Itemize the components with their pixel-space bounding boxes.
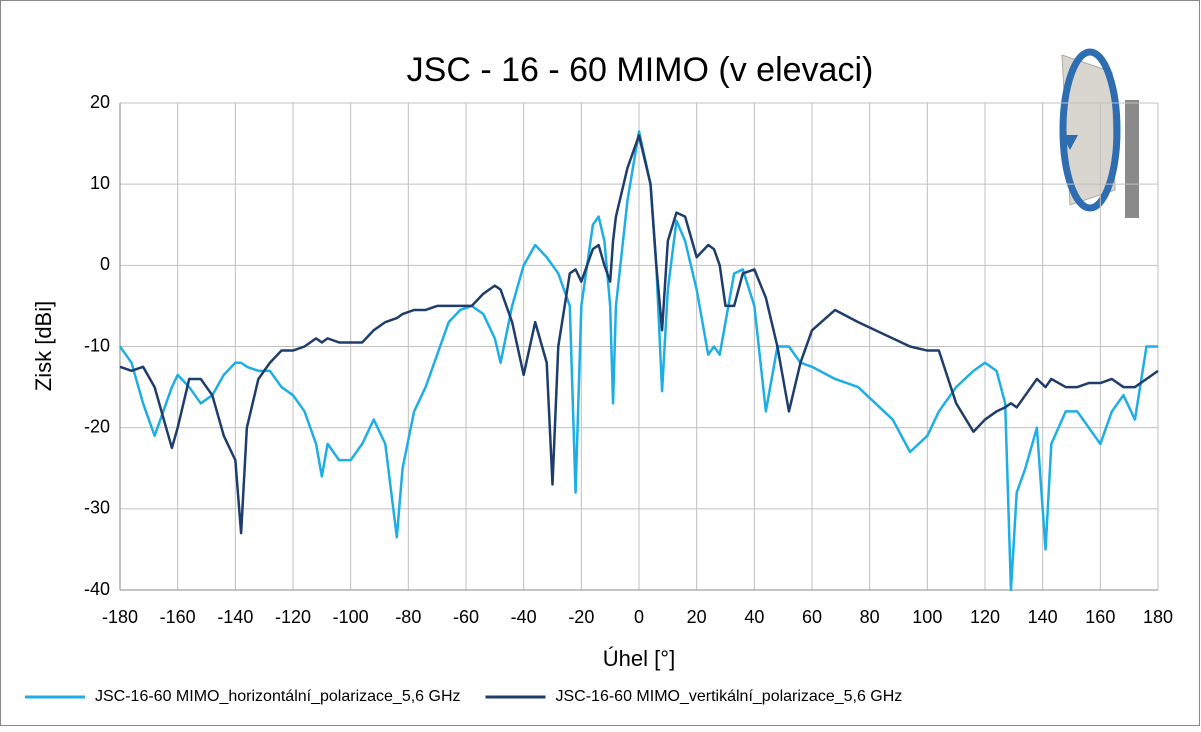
x-tick-label: -80	[395, 607, 421, 627]
y-tick-label: -10	[84, 335, 110, 355]
y-axis-label: Zisk [dBi]	[31, 301, 56, 391]
y-tick-label: 0	[100, 254, 110, 274]
x-tick-label: 20	[687, 607, 707, 627]
x-tick-label: -120	[275, 607, 311, 627]
x-tick-label: 0	[634, 607, 644, 627]
x-tick-label: 180	[1143, 607, 1173, 627]
x-axis-label: Úhel [°]	[603, 646, 675, 671]
data-line	[119, 134, 1159, 535]
x-tick-label: -60	[453, 607, 479, 627]
x-tick-label: 140	[1028, 607, 1058, 627]
x-tick-label: 80	[860, 607, 880, 627]
x-tick-label: -100	[333, 607, 369, 627]
antenna-icon	[1045, 35, 1165, 225]
x-tick-label: -20	[568, 607, 594, 627]
y-tick-label: -40	[84, 579, 110, 599]
chart-title: JSC - 16 - 60 MIMO (v elevaci)	[407, 51, 874, 89]
x-tick-label: 40	[744, 607, 764, 627]
data-line	[118, 130, 1158, 592]
x-tick-label: 160	[1085, 607, 1115, 627]
x-tick-label: -160	[160, 607, 196, 627]
x-tick-label: -180	[102, 607, 138, 627]
y-tick-label: 20	[90, 92, 110, 112]
x-tick-label: 60	[802, 607, 822, 627]
x-tick-label: -140	[217, 607, 253, 627]
y-tick-label: 10	[90, 173, 110, 193]
x-tick-label: 100	[912, 607, 942, 627]
x-tick-label: -40	[511, 607, 537, 627]
x-tick-label: 120	[970, 607, 1000, 627]
y-tick-label: -20	[84, 416, 110, 436]
legend-label: JSC-16-60 MIMO_vertikální_polarizace_5,6…	[556, 688, 903, 705]
y-tick-label: -30	[84, 498, 110, 518]
legend-label: JSC-16-60 MIMO_horizontální_polarizace_5…	[95, 688, 461, 705]
